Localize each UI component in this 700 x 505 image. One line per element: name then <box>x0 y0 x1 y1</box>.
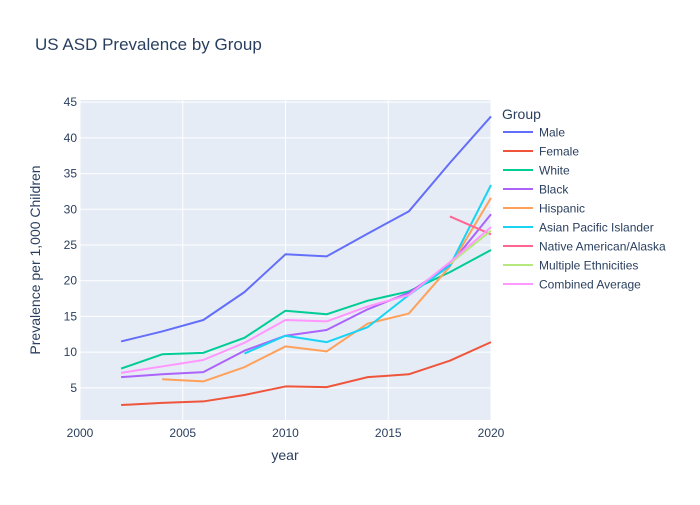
chart-title: US ASD Prevalence by Group <box>35 35 262 54</box>
legend-label: Hispanic <box>539 202 585 216</box>
x-tick-label: 2000 <box>67 426 94 440</box>
y-axis-label: Prevalence per 1,000 Children <box>27 165 43 354</box>
y-axis-ticks: 5 10 15 20 25 30 35 40 45 <box>64 95 78 395</box>
series-line-hispanic <box>162 197 492 383</box>
y-tick-label: 15 <box>64 309 78 323</box>
series-line-combined-average <box>120 226 492 374</box>
x-axis-ticks: 2000 2005 2010 2015 2020 <box>67 426 505 440</box>
series-line-male <box>120 115 492 343</box>
y-tick-label: 35 <box>64 167 78 181</box>
x-tick-label: 2005 <box>169 426 196 440</box>
x-tick-label: 2020 <box>478 426 505 440</box>
legend-item-combined-average[interactable]: Combined Average <box>503 278 641 292</box>
legend-item-asian-pacific-islander[interactable]: Asian Pacific Islander <box>503 221 654 235</box>
legend-label: Female <box>539 145 579 159</box>
legend-label: Asian Pacific Islander <box>539 221 654 235</box>
legend-item-hispanic[interactable]: Hispanic <box>503 202 585 216</box>
legend-item-multiple-ethnicities[interactable]: Multiple Ethnicities <box>503 259 638 273</box>
legend: Group Male Female White Black Hispanic Asian … <box>502 106 666 292</box>
y-tick-label: 20 <box>64 274 78 288</box>
y-tick-label: 5 <box>70 381 77 395</box>
legend-items: Male Female White Black Hispanic Asian Pacifi… <box>503 126 666 292</box>
grid-lines <box>79 100 492 420</box>
y-tick-label: 30 <box>64 202 78 216</box>
x-tick-label: 2010 <box>272 426 299 440</box>
legend-item-black[interactable]: Black <box>503 183 569 197</box>
legend-label: Black <box>539 183 569 197</box>
legend-item-male[interactable]: Male <box>503 126 565 140</box>
legend-title: Group <box>502 106 541 122</box>
legend-label: Male <box>539 126 565 140</box>
series-line-female <box>121 341 492 406</box>
x-axis-label: year <box>271 447 299 463</box>
y-tick-label: 45 <box>64 95 78 109</box>
legend-label: Native American/Alaska <box>539 240 666 254</box>
y-tick-label: 10 <box>64 345 78 359</box>
legend-label: White <box>539 164 570 178</box>
legend-item-white[interactable]: White <box>503 164 570 178</box>
legend-item-native-american-alaska[interactable]: Native American/Alaska <box>503 240 666 254</box>
legend-label: Combined Average <box>539 278 641 292</box>
series-lines <box>120 115 492 406</box>
y-tick-label: 25 <box>64 238 78 252</box>
series-line-white <box>120 249 492 370</box>
legend-label: Multiple Ethnicities <box>539 259 638 273</box>
x-tick-label: 2015 <box>375 426 402 440</box>
legend-item-female[interactable]: Female <box>503 145 579 159</box>
series-line-asian-pacific-islander <box>244 184 492 355</box>
series-line-multiple-ethnicities <box>449 229 492 265</box>
y-tick-label: 40 <box>64 131 78 145</box>
series-line-native-american-alaska <box>449 215 492 236</box>
